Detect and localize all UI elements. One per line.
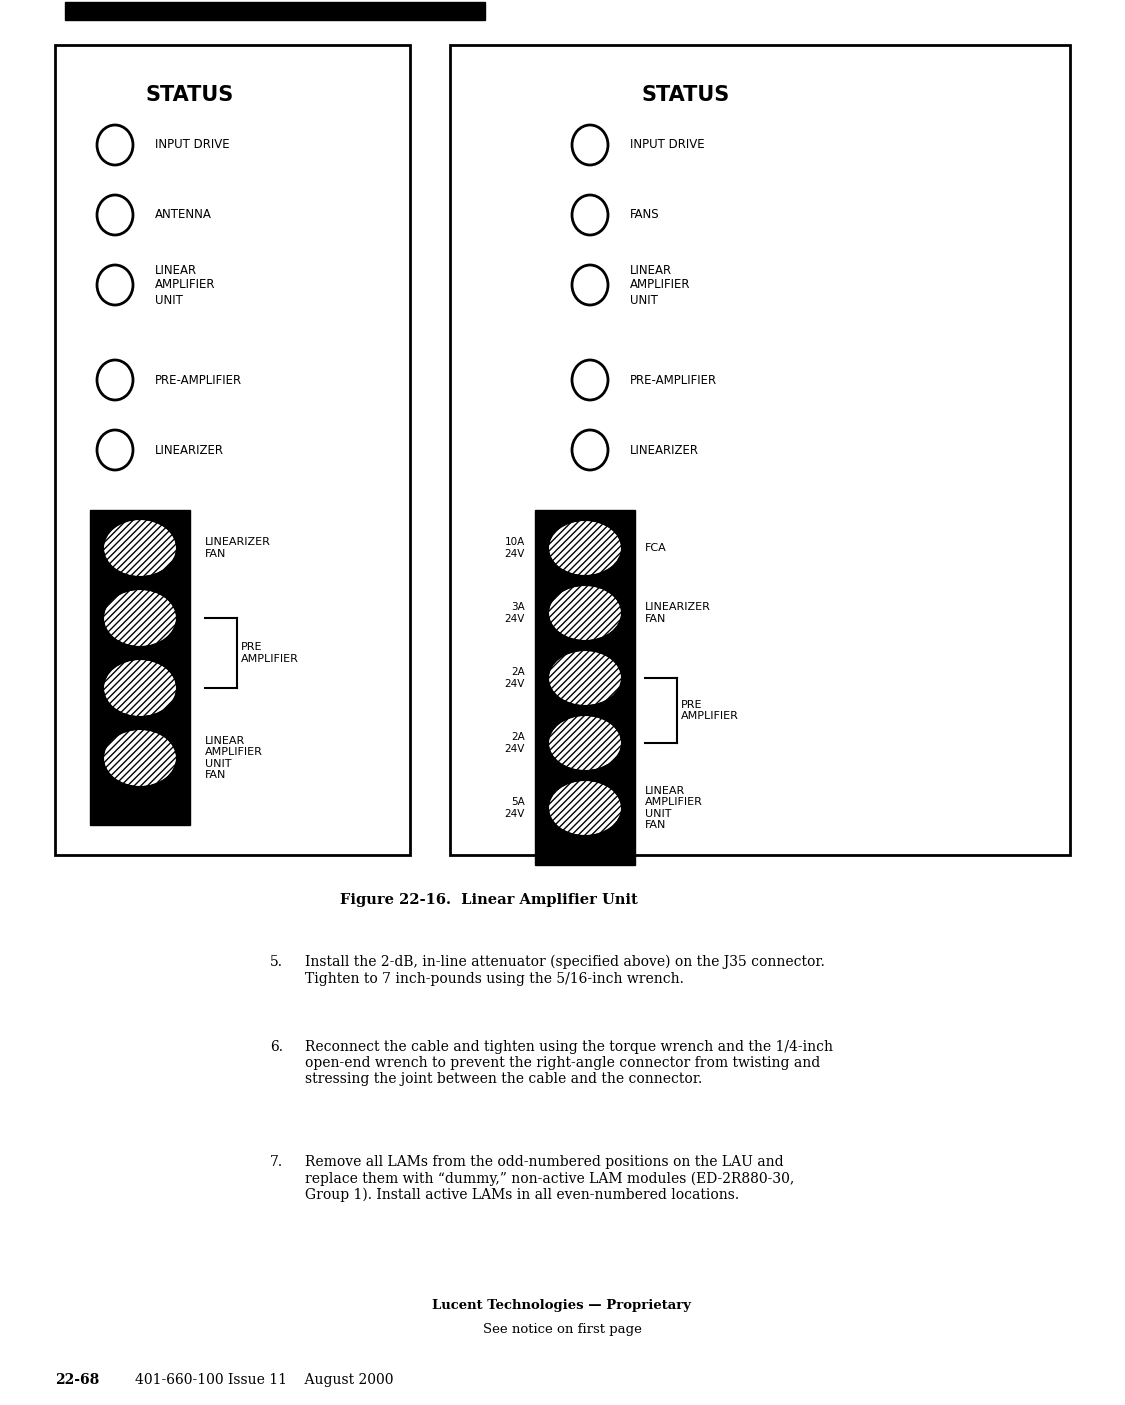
Bar (90, 510, 190, 825)
Text: LINEAR
AMPLIFIER
UNIT
FAN: LINEAR AMPLIFIER UNIT FAN (205, 736, 263, 780)
Text: 401-660-100 Issue 11    August 2000: 401-660-100 Issue 11 August 2000 (135, 1373, 394, 1387)
Bar (536, 510, 634, 865)
Ellipse shape (548, 715, 622, 771)
Text: INPUT DRIVE: INPUT DRIVE (155, 139, 229, 152)
Ellipse shape (104, 518, 177, 577)
Ellipse shape (104, 659, 177, 717)
Bar (450, 45, 1070, 856)
Text: ANTENNA: ANTENNA (155, 208, 212, 222)
Text: FANS: FANS (630, 208, 659, 222)
Text: 5A
24V: 5A 24V (505, 797, 525, 819)
Text: LINEARIZER
FAN: LINEARIZER FAN (205, 537, 271, 559)
Text: Reconnect the cable and tighten using the torque wrench and the 1/4-inch
open-en: Reconnect the cable and tighten using th… (305, 1040, 832, 1086)
Ellipse shape (548, 780, 622, 836)
Text: STATUS: STATUS (146, 84, 234, 105)
Ellipse shape (104, 729, 177, 787)
Ellipse shape (548, 651, 622, 705)
Text: 5.: 5. (270, 955, 284, 969)
Text: Figure 22-16.  Linear Amplifier Unit: Figure 22-16. Linear Amplifier Unit (340, 894, 638, 908)
Text: FCA: FCA (645, 542, 667, 554)
Bar (65, 1, 485, 20)
Text: LINEAR
AMPLIFIER
UNIT
FAN: LINEAR AMPLIFIER UNIT FAN (645, 785, 703, 830)
Text: 2A
24V: 2A 24V (505, 732, 525, 754)
Text: LINEARIZER: LINEARIZER (630, 444, 699, 457)
Text: Remove all LAMs from the odd-numbered positions on the LAU and
replace them with: Remove all LAMs from the odd-numbered po… (305, 1155, 794, 1203)
Text: 3A
24V: 3A 24V (505, 603, 525, 624)
Text: LINEARIZER: LINEARIZER (155, 444, 224, 457)
Text: PRE-AMPLIFIER: PRE-AMPLIFIER (155, 374, 242, 386)
Text: PRE
AMPLIFIER: PRE AMPLIFIER (681, 700, 739, 721)
Text: STATUS: STATUS (641, 84, 730, 105)
Ellipse shape (104, 589, 177, 646)
Text: LINEAR
AMPLIFIER
UNIT: LINEAR AMPLIFIER UNIT (630, 264, 691, 306)
Text: Lucent Technologies — Proprietary: Lucent Technologies — Proprietary (432, 1298, 692, 1311)
Ellipse shape (548, 584, 622, 641)
Text: 22-68: 22-68 (55, 1373, 99, 1387)
Bar (55, 45, 410, 856)
Ellipse shape (548, 520, 622, 576)
Text: PRE-AMPLIFIER: PRE-AMPLIFIER (630, 374, 717, 386)
Text: INPUT DRIVE: INPUT DRIVE (630, 139, 704, 152)
Text: See notice on first page: See notice on first page (483, 1324, 641, 1336)
Text: 7.: 7. (270, 1155, 284, 1169)
Text: 10A
24V: 10A 24V (505, 537, 525, 559)
Text: LINEARIZER
FAN: LINEARIZER FAN (645, 603, 711, 624)
Text: 6.: 6. (270, 1040, 284, 1054)
Text: Install the 2-dB, in-line attenuator (specified above) on the J35 connector.
Tig: Install the 2-dB, in-line attenuator (sp… (305, 955, 825, 985)
Text: 2A
24V: 2A 24V (505, 667, 525, 688)
Text: LINEAR
AMPLIFIER
UNIT: LINEAR AMPLIFIER UNIT (155, 264, 216, 306)
Text: PRE
AMPLIFIER: PRE AMPLIFIER (241, 642, 299, 663)
